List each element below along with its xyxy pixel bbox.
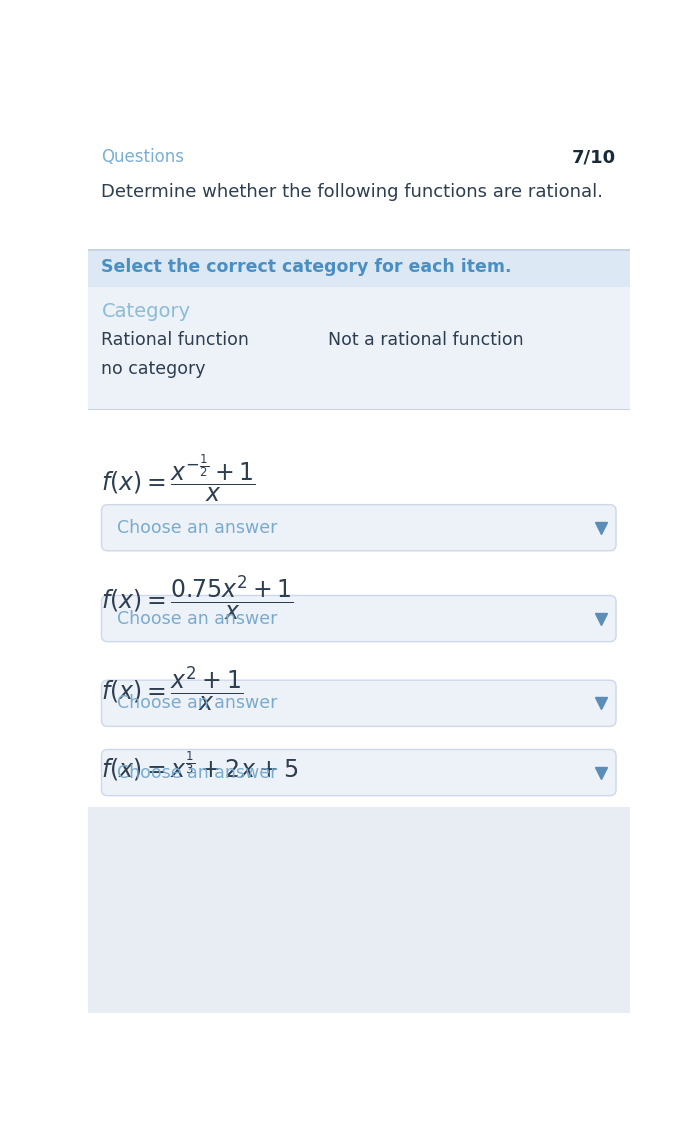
Text: Choose an answer: Choose an answer (117, 764, 277, 782)
Text: $f(x) = x^{\frac{1}{3}} + 2x + 5$: $f(x) = x^{\frac{1}{3}} + 2x + 5$ (102, 750, 299, 783)
FancyBboxPatch shape (102, 504, 616, 551)
Text: $f(x) = \dfrac{x^{-\frac{1}{2}}+1}{x}$: $f(x) = \dfrac{x^{-\frac{1}{2}}+1}{x}$ (102, 452, 256, 504)
Bar (88, 409, 630, 410)
Text: Choose an answer: Choose an answer (117, 519, 277, 537)
Bar (88, 807, 630, 1013)
Bar (88, 410, 630, 1013)
FancyBboxPatch shape (102, 595, 616, 642)
Text: $f(x) = \dfrac{0.75x^2+1}{x}$: $f(x) = \dfrac{0.75x^2+1}{x}$ (102, 574, 294, 622)
Bar (88, 287, 630, 410)
FancyBboxPatch shape (102, 750, 616, 795)
Text: no category: no category (102, 360, 206, 378)
Text: Choose an answer: Choose an answer (117, 610, 277, 627)
Text: Choose an answer: Choose an answer (117, 694, 277, 712)
Text: 7/10: 7/10 (572, 148, 616, 166)
Text: Category: Category (102, 302, 190, 321)
FancyBboxPatch shape (102, 681, 616, 726)
Bar (88, 250, 630, 287)
Text: Determine whether the following functions are rational.: Determine whether the following function… (102, 183, 603, 200)
Text: Rational function: Rational function (102, 331, 249, 349)
Text: $f(x) = \dfrac{x^2+1}{x}$: $f(x) = \dfrac{x^2+1}{x}$ (102, 665, 244, 714)
Text: Questions: Questions (102, 148, 184, 166)
Bar (88, 249, 630, 250)
Text: Not a rational function: Not a rational function (328, 331, 524, 349)
Text: Select the correct category for each item.: Select the correct category for each ite… (102, 258, 512, 277)
